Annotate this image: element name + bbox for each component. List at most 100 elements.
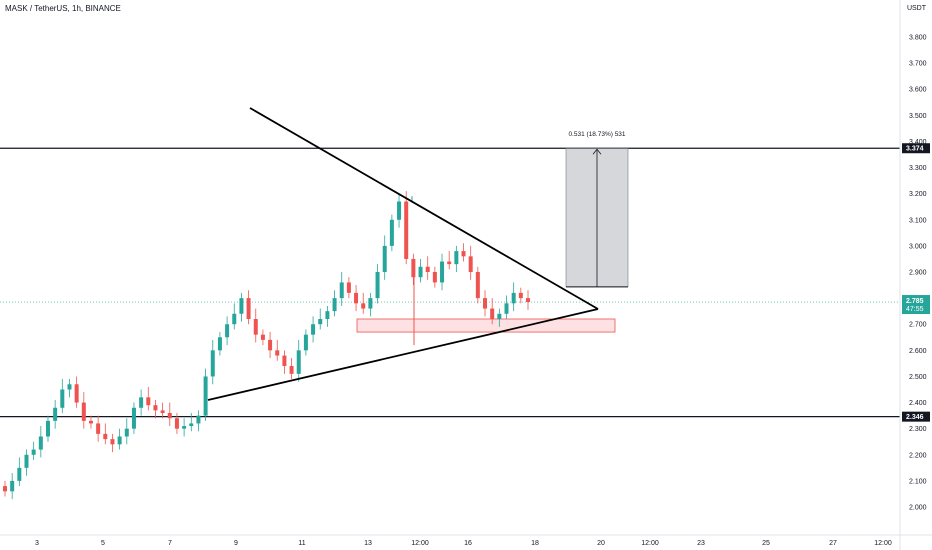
last-price-tag: [902, 295, 930, 315]
candle-body: [24, 454, 29, 468]
candle-body: [131, 407, 136, 429]
candle-body: [117, 436, 122, 445]
candle-body: [296, 350, 301, 374]
measure-label: 0.531 (18.73%) 531: [568, 131, 625, 138]
level-price-label: 3.374: [906, 146, 924, 153]
candle-body: [332, 298, 337, 312]
x-tick-label: 7: [168, 540, 172, 547]
candle-body: [318, 319, 323, 325]
support-zone-box: [356, 318, 616, 333]
candle-body: [74, 384, 79, 403]
candle-body: [389, 219, 394, 246]
y-tick-label: 2.200: [909, 452, 927, 459]
candle-body: [217, 337, 222, 351]
candle-body: [490, 308, 495, 319]
x-tick-label: 12:00: [411, 540, 429, 547]
lower-trendline: [207, 308, 599, 401]
x-tick-label: 20: [597, 540, 605, 547]
y-tick-label: 3.500: [909, 113, 927, 120]
candle-body: [411, 258, 416, 278]
candle-body: [225, 324, 230, 338]
y-tick-label: 3.300: [909, 165, 927, 172]
x-tick-label: 23: [697, 540, 705, 547]
candle-body: [53, 407, 58, 421]
candle-body: [174, 418, 179, 429]
candle-body: [45, 420, 50, 437]
candle-body: [124, 428, 129, 437]
chart-title: MASK / TetherUS, 1h, BINANCE: [5, 4, 121, 13]
candle-body: [189, 423, 194, 427]
candle-body: [346, 282, 351, 293]
candle-body: [483, 298, 488, 309]
candle-body: [454, 251, 459, 265]
candle-body: [425, 266, 430, 272]
x-tick-label: 12:00: [641, 540, 659, 547]
candle-body: [325, 311, 330, 319]
candle-body: [60, 389, 65, 408]
candle-body: [182, 426, 187, 429]
candle-body: [268, 339, 273, 351]
x-tick-label: 27: [829, 540, 837, 547]
y-tick-label: 2.500: [909, 374, 927, 381]
candle-body: [96, 423, 101, 434]
candle-body: [432, 272, 437, 283]
candle-body: [504, 303, 509, 314]
candle-body: [518, 292, 523, 299]
candle-body: [139, 397, 144, 408]
candle-body: [246, 298, 251, 319]
candle-body: [88, 420, 93, 424]
candle-body: [511, 292, 516, 304]
candle-body: [289, 366, 294, 374]
level-price-tag: [902, 411, 930, 422]
candle-body: [526, 298, 530, 303]
candle-body: [397, 201, 402, 220]
y-tick-label: 2.000: [909, 505, 927, 512]
x-tick-label: 11: [298, 540, 305, 547]
x-tick-label: 13: [364, 540, 372, 547]
last-price-label: 2.785: [906, 298, 924, 305]
candle-body: [31, 449, 36, 455]
y-tick-label: 3.000: [909, 243, 927, 250]
candle-body: [447, 261, 452, 265]
y-tick-label: 2.400: [909, 400, 927, 407]
candle-body: [239, 298, 244, 314]
x-tick-label: 25: [762, 540, 770, 547]
candle-body: [232, 313, 237, 325]
y-tick-label: 3.700: [909, 61, 927, 68]
x-tick-label: 16: [464, 540, 472, 547]
y-tick-label: 3.200: [909, 191, 927, 198]
candle-body: [468, 256, 473, 272]
candle-body: [418, 266, 423, 278]
x-tick-label: 5: [101, 540, 105, 547]
y-tick-label: 2.100: [909, 478, 927, 485]
candle-body: [382, 245, 387, 272]
candle-body: [461, 251, 466, 257]
x-tick-label: 18: [531, 540, 539, 547]
candle-body: [303, 334, 308, 351]
candle-body: [404, 201, 409, 259]
x-tick-label: 12:00: [874, 540, 892, 547]
y-tick-label: 2.300: [909, 426, 927, 433]
candle-body: [146, 397, 151, 406]
candle-body: [354, 292, 359, 304]
candle-body: [440, 261, 445, 283]
candle-body: [361, 303, 366, 309]
candle-body: [160, 410, 165, 413]
candle-body: [375, 272, 380, 299]
y-tick-label: 3.400: [909, 139, 927, 146]
candle-body: [196, 415, 201, 424]
candle-body: [67, 384, 72, 390]
x-tick-label: 9: [234, 540, 238, 547]
measure-arrow-head: [592, 148, 602, 155]
y-tick-label: 3.100: [909, 217, 927, 224]
candle-body: [38, 436, 43, 450]
bar-countdown-label: 47:55: [906, 306, 924, 313]
candle-body: [260, 334, 265, 340]
candle-body: [203, 376, 208, 416]
candle-body: [10, 480, 15, 492]
candle-body: [210, 350, 215, 377]
candle-body: [368, 298, 373, 309]
candle-body: [282, 355, 287, 366]
x-tick-label: 3: [35, 540, 39, 547]
